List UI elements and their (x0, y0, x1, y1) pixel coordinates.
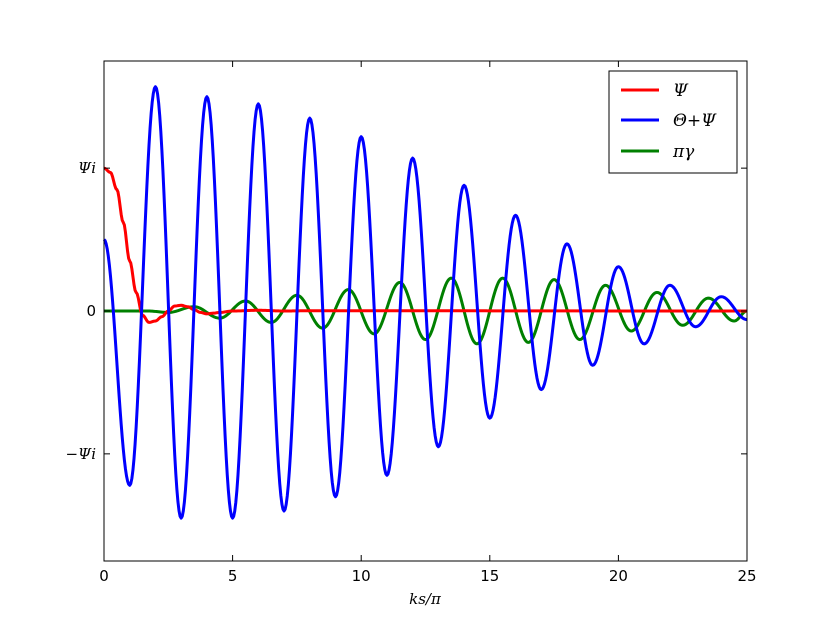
y-tick-label: Ψi (78, 159, 96, 177)
y-axis-ticks: Ψi 0 −Ψi (65, 159, 747, 463)
legend-label-theta-plus-psi: Θ+Ψ (673, 111, 717, 131)
x-tick-label: 10 (352, 567, 371, 585)
x-axis-label: ks/π (409, 590, 442, 608)
x-tick-label: 20 (609, 567, 628, 585)
series-pi-gamma (103, 276, 748, 346)
series-theta-plus-psi (102, 85, 748, 520)
legend-label-pi-gamma: πγ (672, 142, 695, 162)
x-axis-ticks: 0 5 10 15 20 25 (99, 61, 757, 585)
series-layer (102, 85, 748, 520)
x-tick-label: 15 (480, 567, 499, 585)
legend-box (608, 70, 738, 174)
x-tick-label: 5 (228, 567, 238, 585)
legend: Ψ Θ+Ψ πγ (608, 70, 738, 174)
y-tick-label: 0 (86, 302, 96, 320)
legend-label-psi: Ψ (673, 81, 689, 101)
y-tick-label: −Ψi (65, 445, 96, 463)
x-tick-label: 25 (737, 567, 756, 585)
x-tick-label: 0 (99, 567, 109, 585)
